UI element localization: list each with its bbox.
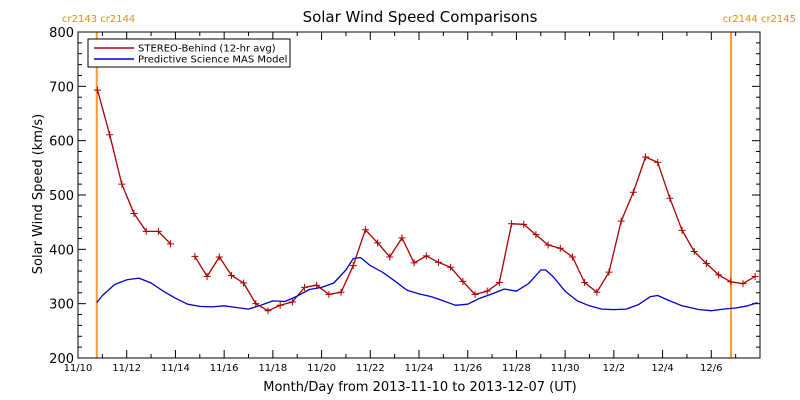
x-tick-label: 11/26 [453, 363, 482, 374]
series-line-0 [194, 156, 756, 312]
data-point [386, 253, 394, 261]
data-point [581, 278, 589, 286]
data-point [459, 277, 467, 285]
data-point [544, 241, 552, 249]
x-tick-label: 11/28 [502, 363, 531, 374]
data-point [142, 227, 150, 235]
data-point [702, 259, 710, 267]
chart-title: Solar Wind Speed Comparisons [303, 8, 538, 26]
data-point [434, 258, 442, 266]
data-point [227, 271, 235, 279]
data-point [422, 252, 430, 260]
data-point [642, 153, 650, 161]
data-point [252, 300, 260, 308]
data-point [690, 248, 698, 256]
legend-box [87, 38, 291, 68]
data-point [240, 279, 248, 287]
plot-area: 200 300 400 500 600 700 800 11/10 11/12 11/14 11/1… [49, 26, 761, 374]
x-tick-label: 11/16 [210, 363, 239, 374]
x-tick-label: 11/20 [307, 363, 336, 374]
x-axis-label: Month/Day from 2013-11-10 to 2013-12-07 … [263, 380, 576, 395]
data-point [93, 86, 101, 94]
y-tick-label: 700 [49, 80, 74, 95]
y-tick-label: 500 [49, 189, 74, 204]
y-tick-label: 600 [49, 135, 74, 150]
data-point [106, 131, 114, 139]
data-point [130, 209, 138, 217]
data-point [654, 158, 662, 166]
data-point [715, 271, 723, 279]
data-point [520, 220, 528, 228]
x-tick-label: 12/2 [603, 363, 625, 374]
series-line-1 [96, 256, 758, 312]
x-tick-label: 12/6 [700, 363, 722, 374]
data-point [118, 180, 126, 188]
data-point [154, 227, 162, 235]
data-point [167, 240, 175, 248]
data-point [739, 280, 747, 288]
data-point [349, 262, 357, 270]
data-point [325, 290, 333, 298]
data-point [264, 307, 272, 315]
data-point [337, 288, 345, 296]
x-tick-label: 11/30 [551, 363, 580, 374]
data-point [483, 287, 491, 295]
x-tick-label: 11/18 [258, 363, 287, 374]
data-point [447, 263, 455, 271]
data-point [593, 288, 601, 296]
data-point [495, 278, 503, 286]
x-tick-label: 11/22 [356, 363, 385, 374]
data-point [301, 283, 309, 291]
data-point [751, 273, 759, 280]
data-point [398, 234, 406, 242]
legend-label: STEREO-Behind (12-hr avg) [138, 44, 276, 55]
y-tick-label: 200 [49, 352, 74, 367]
data-point [568, 253, 576, 261]
data-point [617, 217, 625, 225]
data-point [605, 268, 613, 276]
data-point [556, 244, 564, 252]
data-point [532, 231, 540, 239]
y-tick-label: 800 [49, 26, 74, 41]
x-tick-label: 11/12 [112, 363, 141, 374]
data-point [727, 278, 735, 286]
carrington-label-right: cr2144 cr2145 [723, 14, 796, 25]
legend: STEREO-Behind (12-hr avg)Predictive Scie… [87, 38, 291, 68]
x-tick-label: 12/4 [651, 363, 673, 374]
data-point [629, 188, 637, 196]
series-line-0 [96, 89, 172, 245]
y-axis-label: Solar Wind Speed (km/s) [31, 114, 46, 274]
y-tick-label: 400 [49, 243, 74, 258]
data-point [313, 281, 321, 289]
data-point [276, 301, 284, 309]
data-point [215, 253, 223, 261]
data-point [191, 252, 199, 260]
data-point [374, 239, 382, 247]
x-tick-label: 11/24 [405, 363, 434, 374]
x-tick-label: 11/10 [64, 363, 93, 374]
carrington-label-left: cr2143 cr2144 [62, 14, 135, 25]
data-point [666, 194, 674, 202]
data-point [678, 226, 686, 234]
x-tick-label: 11/14 [161, 363, 190, 374]
data-point [471, 290, 479, 298]
plot-frame [77, 31, 761, 359]
y-tick-label: 300 [49, 298, 74, 313]
data-point [508, 220, 516, 228]
data-point [410, 259, 418, 267]
data-point [203, 273, 211, 280]
data-point [288, 298, 296, 306]
legend-label: Predictive Science MAS Model [138, 55, 287, 66]
data-point [361, 226, 369, 234]
